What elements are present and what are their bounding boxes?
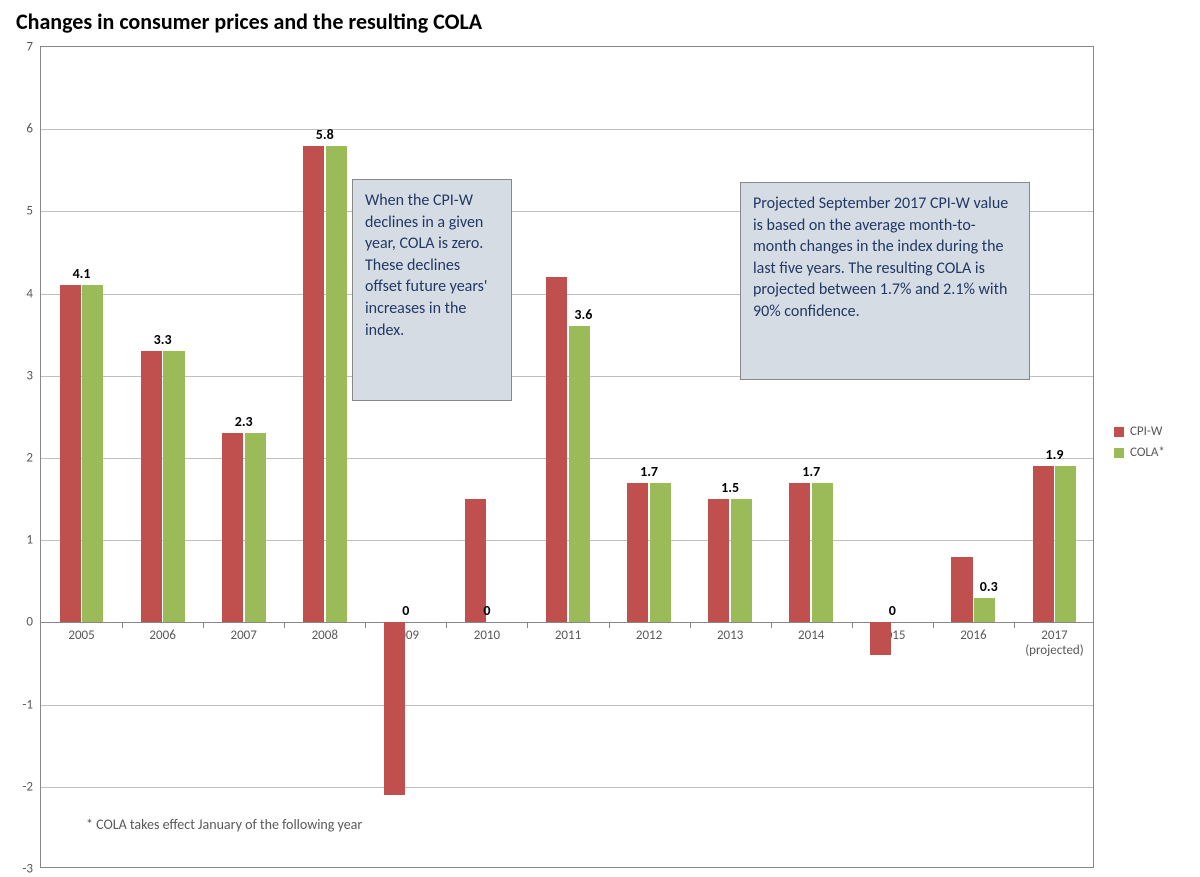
x-tick-mark (933, 622, 934, 628)
bar-colastar (650, 483, 671, 623)
legend-swatch (1114, 427, 1124, 437)
x-tick-label: 2010 (474, 628, 500, 643)
x-tick-label: 2017(projected) (1025, 628, 1083, 658)
y-tick-label: -1 (22, 697, 41, 712)
x-tick-label: 2012 (636, 628, 662, 643)
x-tick-label: 2007 (231, 628, 257, 643)
gridline (41, 705, 1093, 706)
bar-cpi-w (222, 433, 243, 622)
callout-box-2: Projected September 2017 CPI-W value is … (740, 182, 1030, 380)
bar-cpi-w (870, 622, 891, 655)
x-tick-label: 2011 (555, 628, 581, 643)
x-tick-mark (365, 622, 366, 628)
y-tick-label: 3 (26, 368, 41, 383)
bar-value-label: 1.9 (1045, 446, 1063, 463)
bar-colastar (812, 483, 833, 623)
x-tick-mark (852, 622, 853, 628)
legend-item: COLA* (1114, 445, 1165, 460)
x-tick-mark (690, 622, 691, 628)
bar-colastar (569, 326, 590, 622)
bar-colastar (163, 351, 184, 622)
bar-value-label: 0 (889, 602, 896, 619)
bar-value-label: 4.1 (73, 265, 91, 282)
bar-value-label: 1.7 (802, 463, 820, 480)
bar-cpi-w (627, 483, 648, 623)
callout-box-1: When the CPI-W declines in a given year,… (352, 179, 512, 401)
x-tick-mark (771, 622, 772, 628)
x-tick-label: 2013 (717, 628, 743, 643)
y-tick-label: 7 (26, 40, 41, 55)
bar-colastar (245, 433, 266, 622)
gridline (41, 129, 1093, 130)
bar-colastar (731, 499, 752, 622)
x-tick-mark (1014, 622, 1015, 628)
bar-cpi-w (789, 483, 810, 623)
footnote: * COLA takes effect January of the follo… (86, 816, 362, 833)
bar-value-label: 2.3 (235, 413, 253, 430)
legend-item: CPI-W (1114, 424, 1165, 439)
y-tick-label: 4 (26, 286, 41, 301)
x-tick-mark (446, 622, 447, 628)
y-tick-label: -3 (22, 862, 41, 877)
x-tick-mark (284, 622, 285, 628)
y-tick-label: 2 (26, 451, 41, 466)
bar-cpi-w (384, 622, 405, 795)
bar-colastar (974, 598, 995, 623)
y-tick-label: 5 (26, 204, 41, 219)
x-tick-mark (527, 622, 528, 628)
legend-label: CPI-W (1130, 424, 1162, 439)
gridline (41, 622, 1093, 623)
bar-value-label: 1.5 (721, 479, 739, 496)
legend-label: COLA* (1130, 445, 1165, 460)
bar-value-label: 0 (402, 602, 409, 619)
bar-cpi-w (303, 146, 324, 623)
legend-swatch (1114, 448, 1124, 458)
x-tick-mark (609, 622, 610, 628)
x-tick-label: 2014 (798, 628, 824, 643)
bar-colastar (82, 285, 103, 622)
x-tick-mark (203, 622, 204, 628)
y-tick-label: 1 (26, 533, 41, 548)
gridline (41, 787, 1093, 788)
bar-value-label: 1.7 (640, 463, 658, 480)
bar-cpi-w (1033, 466, 1054, 622)
bar-value-label: 0.3 (980, 578, 998, 595)
y-tick-label: 0 (26, 615, 41, 630)
bar-cpi-w (60, 285, 81, 622)
bar-cpi-w (708, 499, 729, 622)
bar-colastar (326, 146, 347, 623)
bar-cpi-w (951, 557, 972, 623)
x-tick-label: 2005 (68, 628, 94, 643)
y-tick-label: -2 (22, 779, 41, 794)
y-tick-label: 6 (26, 122, 41, 137)
x-tick-label: 2008 (312, 628, 338, 643)
bar-colastar (1055, 466, 1076, 622)
bar-cpi-w (546, 277, 567, 622)
plot-area: -3-2-10123456720054.120063.320072.320085… (40, 46, 1094, 868)
x-tick-mark (122, 622, 123, 628)
bar-cpi-w (141, 351, 162, 622)
bar-value-label: 3.6 (574, 306, 592, 323)
x-tick-label: 2006 (149, 628, 175, 643)
bar-value-label: 3.3 (154, 331, 172, 348)
chart-title: Changes in consumer prices and the resul… (16, 8, 482, 35)
x-tick-label: 2016 (960, 628, 986, 643)
bar-value-label: 0 (483, 602, 490, 619)
legend: CPI-W COLA* (1114, 424, 1165, 466)
bar-value-label: 5.8 (316, 126, 334, 143)
